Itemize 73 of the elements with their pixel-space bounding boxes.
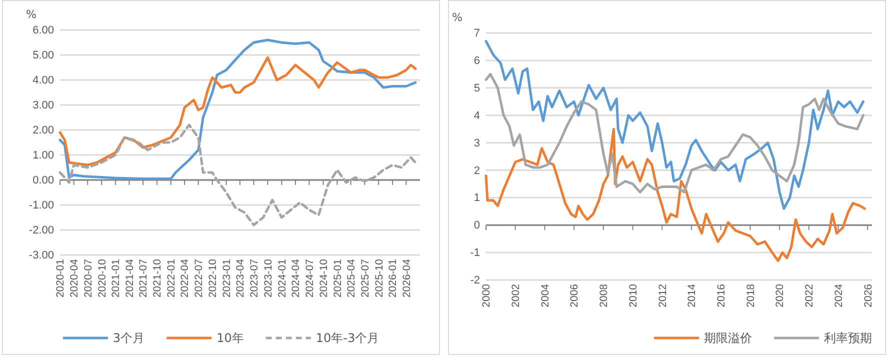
x-tick-label: 2024-07: [304, 258, 316, 298]
x-tick-label: 2012: [656, 284, 669, 308]
y-tick-label: 1.00: [32, 150, 54, 162]
y-tick-label: 0.00: [32, 174, 54, 187]
x-tick-label: 2006: [568, 284, 581, 308]
y-tick-label: 1: [474, 192, 480, 204]
y-tick-label: 0: [474, 220, 480, 232]
x-tick-label: 2023-10: [262, 258, 274, 298]
x-tick-label: 2008: [598, 284, 610, 308]
x-tick-label: 2022-04: [179, 258, 192, 298]
y-tick-label: 4: [474, 110, 480, 122]
x-tick-label: 2021-01: [110, 258, 122, 298]
x-tick-label: 2024-04: [290, 258, 302, 298]
y-tick-label: -2.00: [28, 224, 54, 237]
y-tick-label: 2: [474, 164, 480, 177]
line-series: [484, 128, 866, 262]
y-tick-label: -2: [470, 274, 480, 287]
x-tick-label: 2021-07: [138, 258, 150, 298]
y-tick-label: 3.00: [32, 100, 54, 112]
x-tick-label: 2020-04: [68, 258, 80, 298]
x-tick-label: 2025-07: [359, 258, 372, 298]
x-tick-label: 2024: [832, 284, 845, 308]
y-tick-label: 5.00: [32, 50, 54, 62]
x-tick-label: 2020-10: [96, 258, 108, 298]
x-tick-label: 2020-01: [54, 258, 67, 298]
x-tick-label: 2021-04: [124, 258, 136, 298]
x-tick-label: 2024-01: [276, 258, 288, 298]
x-tick-label: 2024-10: [318, 258, 330, 298]
x-tick-label: 2025-10: [373, 258, 386, 298]
x-tick-label: 2002: [510, 284, 522, 308]
line-series: [484, 40, 864, 210]
x-tick-label: 2026-04: [400, 258, 413, 298]
x-tick-label: 2016: [716, 284, 728, 308]
x-tick-label: 2023-04: [234, 258, 247, 298]
x-tick-label: 2025-04: [345, 258, 358, 298]
legend-label: 利率预期: [824, 331, 872, 346]
x-tick-label: 2010: [627, 284, 640, 308]
x-tick-label: 2000: [480, 284, 493, 308]
y-tick-label: 7: [474, 28, 480, 40]
x-tick-label: 2023-07: [248, 258, 260, 298]
x-tick-label: 2022-10: [206, 258, 219, 298]
y-tick-label: -1.00: [28, 200, 54, 212]
y-tick-label: 4.00: [32, 74, 54, 87]
line-series: [58, 56, 417, 166]
y-axis-title: %: [26, 8, 36, 21]
legend-label: 期限溢价: [704, 331, 752, 346]
y-tick-label: -3.00: [28, 250, 54, 262]
legend-label: 3个月: [112, 331, 145, 346]
x-tick-label: 2020-07: [82, 258, 94, 298]
y-tick-label: 5: [474, 82, 480, 94]
legend-label: 10年-3个月: [316, 331, 380, 346]
x-tick-label: 2025-01: [332, 258, 344, 298]
y-tick-label: 3: [474, 137, 480, 150]
line-series: [58, 124, 417, 226]
y-tick-label: 6: [474, 54, 480, 67]
x-tick-label: 2020: [774, 284, 786, 308]
x-tick-label: 2023-01: [220, 258, 233, 298]
x-tick-label: 2022: [804, 284, 816, 308]
y-tick-label: 6.00: [32, 24, 54, 37]
x-tick-label: 2018: [744, 284, 757, 308]
line-series: [58, 38, 417, 180]
y-tick-label: -1: [470, 247, 480, 260]
y-axis-title: %: [452, 11, 462, 24]
x-tick-label: 2026-01: [387, 258, 400, 298]
x-tick-label: 2021-10: [152, 258, 164, 298]
legend-label: 10年: [216, 331, 244, 346]
y-tick-label: 2.00: [32, 124, 54, 137]
x-tick-label: 2004: [539, 284, 552, 308]
x-tick-label: 2022-07: [193, 258, 206, 298]
x-tick-label: 2014: [686, 284, 698, 308]
x-tick-label: 2026: [862, 284, 874, 308]
line-series: [484, 72, 864, 194]
x-tick-label: 2022-01: [166, 258, 178, 298]
